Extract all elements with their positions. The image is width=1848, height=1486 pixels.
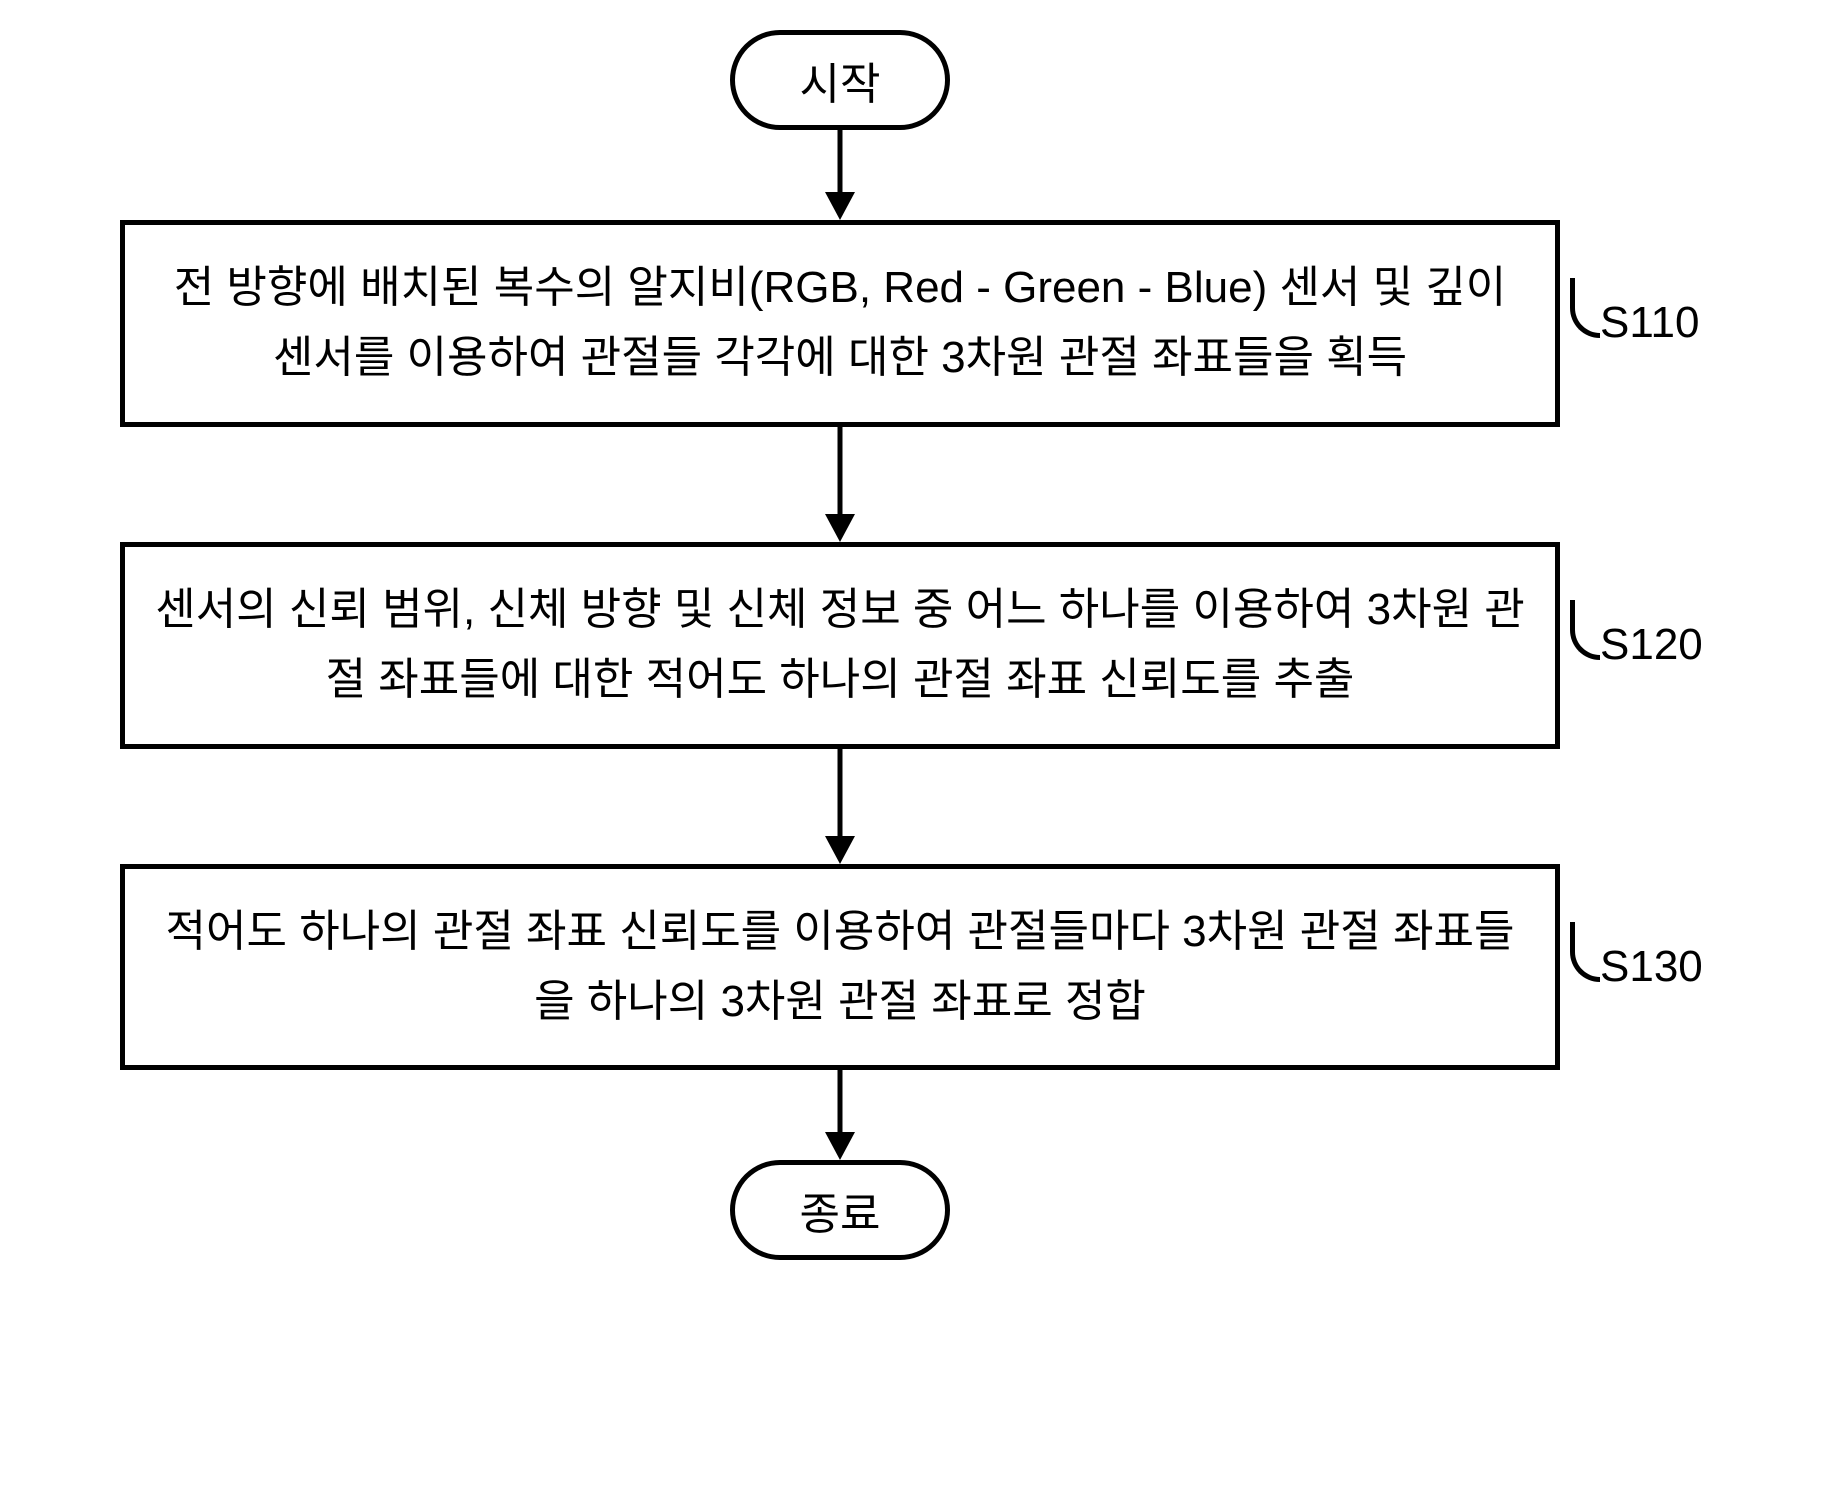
- arrow-start-s110: [100, 130, 1580, 220]
- process-s120: 센서의 신뢰 범위, 신체 방향 및 신체 정보 중 어느 하나를 이용하여 3…: [120, 542, 1560, 749]
- step-label-s120: S120: [1570, 620, 1703, 670]
- process-s120-text: 센서의 신뢰 범위, 신체 방향 및 신체 정보 중 어느 하나를 이용하여 3…: [155, 585, 1525, 704]
- process-s110: 전 방향에 배치된 복수의 알지비(RGB, Red - Green - Blu…: [120, 220, 1560, 427]
- terminal-end: 종료: [730, 1160, 950, 1260]
- process-row-s130: 적어도 하나의 관절 좌표 신뢰도를 이용하여 관절들마다 3차원 관절 좌표들…: [100, 864, 1750, 1071]
- connector-curve-icon: [1570, 278, 1600, 338]
- terminal-end-label: 종료: [800, 1178, 881, 1242]
- process-s130: 적어도 하나의 관절 좌표 신뢰도를 이용하여 관절들마다 3차원 관절 좌표들…: [120, 864, 1560, 1071]
- arrow-s110-s120: [100, 427, 1580, 542]
- arrow-s130-end: [100, 1070, 1580, 1160]
- step-label-s120-text: S120: [1600, 620, 1703, 670]
- connector-curve-icon: [1570, 600, 1600, 660]
- process-row-s120: 센서의 신뢰 범위, 신체 방향 및 신체 정보 중 어느 하나를 이용하여 3…: [100, 542, 1750, 749]
- terminal-start-label: 시작: [800, 48, 881, 112]
- connector-curve-icon: [1570, 922, 1600, 982]
- terminal-end-row: 종료: [100, 1160, 1580, 1260]
- process-row-s110: 전 방향에 배치된 복수의 알지비(RGB, Red - Green - Blu…: [100, 220, 1750, 427]
- arrow-icon: [820, 427, 860, 542]
- flowchart-container: 시작 전 방향에 배치된 복수의 알지비(RGB, Red - Green - …: [100, 30, 1750, 1260]
- arrow-s120-s130: [100, 749, 1580, 864]
- terminal-start: 시작: [730, 30, 950, 130]
- arrow-icon: [820, 749, 860, 864]
- step-label-s130-text: S130: [1600, 942, 1703, 992]
- arrow-icon: [820, 1070, 860, 1160]
- process-s130-text: 적어도 하나의 관절 좌표 신뢰도를 이용하여 관절들마다 3차원 관절 좌표들…: [166, 907, 1515, 1026]
- step-label-s130: S130: [1570, 942, 1703, 992]
- step-label-s110: S110: [1570, 298, 1700, 348]
- process-s110-text: 전 방향에 배치된 복수의 알지비(RGB, Red - Green - Blu…: [174, 263, 1507, 382]
- terminal-start-row: 시작: [100, 30, 1580, 130]
- step-label-s110-text: S110: [1600, 298, 1700, 348]
- arrow-icon: [820, 130, 860, 220]
